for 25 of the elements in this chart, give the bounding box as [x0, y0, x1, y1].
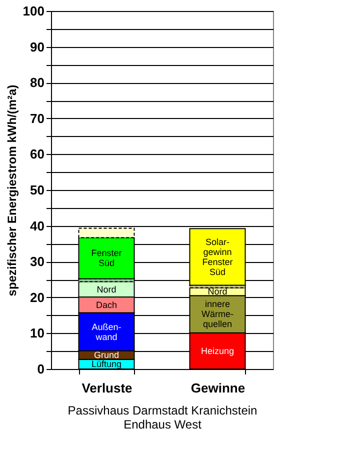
series-label: Lüftung: [91, 359, 122, 370]
y-tick-label: 100: [22, 4, 44, 18]
y-tick-label: 80: [30, 75, 44, 90]
series-label: Nord: [208, 286, 228, 297]
y-tick-label: 10: [30, 326, 44, 341]
y-tick-label: 0: [37, 362, 44, 376]
y-axis-title: spezifischer Energiestrom kWh/(m²a): [4, 84, 19, 296]
y-tick-label: 20: [30, 290, 44, 305]
series-label: Außen- wand: [92, 322, 122, 342]
series-label: Fenster Süd: [91, 248, 122, 268]
y-tick-label: 90: [30, 39, 44, 54]
y-tick-label: 60: [30, 146, 44, 162]
y-tick-label: 50: [30, 182, 44, 198]
y-tick-label: 40: [30, 218, 44, 234]
series-label: Solar- gewinn Fenster Süd: [202, 236, 233, 277]
x-tick-label: Gewinne: [190, 380, 246, 396]
series-label: Heizung: [200, 346, 234, 356]
series-label: innere Wärme- quellen: [202, 299, 234, 330]
series-label: Nord: [96, 284, 116, 294]
y-tick-label: 30: [30, 254, 44, 270]
x-tick-label: Verluste: [82, 380, 132, 396]
series-label: Grund: [94, 350, 120, 360]
series-label: Dach: [96, 300, 118, 310]
x-axis-title: Passivhaus Darmstadt Kranichstein Endhaus West: [68, 404, 258, 432]
y-tick-label: 70: [30, 110, 44, 126]
